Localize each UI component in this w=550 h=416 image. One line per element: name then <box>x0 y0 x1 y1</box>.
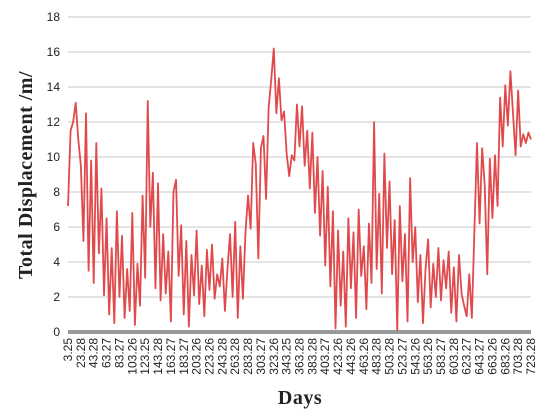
y-tick-label: 8 <box>53 185 60 199</box>
y-tick-label: 14 <box>47 80 61 94</box>
x-tick-label: 443.26 <box>344 338 358 375</box>
x-tick-label: 123.25 <box>138 338 152 375</box>
x-tick-label: 703.28 <box>511 338 525 375</box>
x-tick-label: 343.25 <box>280 338 294 375</box>
x-axis-title: Days <box>278 387 322 409</box>
x-tick-label: 323.26 <box>267 338 281 375</box>
x-tick-label: 223.26 <box>202 338 216 375</box>
x-tick-label: 423.26 <box>331 338 345 375</box>
x-tick-label: 43.28 <box>87 338 101 368</box>
x-tick-label: 723.28 <box>524 338 538 375</box>
y-tick-label: 2 <box>53 290 60 304</box>
x-tick-label: 183.27 <box>177 338 191 375</box>
x-tick-label: 683.26 <box>498 338 512 375</box>
x-tick-label: 203.26 <box>190 338 204 375</box>
y-tick-label: 18 <box>47 10 61 24</box>
x-tick-label: 523.27 <box>395 338 409 375</box>
x-tick-label: 283.28 <box>241 338 255 375</box>
x-tick-label: 463.26 <box>357 338 371 375</box>
data-line <box>67 47 532 332</box>
y-tick-label: 16 <box>47 45 61 59</box>
x-tick-label: 63.27 <box>100 338 114 368</box>
x-tick-label: 163.27 <box>164 338 178 375</box>
x-tick-label: 363.28 <box>293 338 307 375</box>
x-tick-label: 483.28 <box>370 338 384 375</box>
x-tick-label: 3.25 <box>61 338 75 362</box>
y-tick-label: 4 <box>53 255 60 269</box>
x-tick-label: 603.28 <box>447 338 461 375</box>
x-tick-label: 543.26 <box>408 338 422 375</box>
y-axis-title: Total Displacement /m/ <box>15 71 37 279</box>
x-tick-label: 563.26 <box>421 338 435 375</box>
x-tick-label: 643.27 <box>473 338 487 375</box>
y-tick-label: 0 <box>53 325 60 339</box>
x-tick-label: 103.26 <box>125 338 139 375</box>
x-tick-label: 503.28 <box>383 338 397 375</box>
x-tick-label: 303.27 <box>254 338 268 375</box>
x-tick-label: 143.28 <box>151 338 165 375</box>
x-tick-label: 383.28 <box>305 338 319 375</box>
x-tick-label: 663.26 <box>485 338 499 375</box>
x-tick-label: 83.27 <box>112 338 126 368</box>
y-tick-label: 12 <box>47 115 61 129</box>
x-tick-label: 243.28 <box>215 338 229 375</box>
y-tick-label: 6 <box>53 220 60 234</box>
x-tick-label: 263.28 <box>228 338 242 375</box>
x-tick-label: 23.28 <box>74 338 88 368</box>
x-tick-label: 583.27 <box>434 338 448 375</box>
x-tick-label: 623.27 <box>460 338 474 375</box>
x-tick-label: 403.27 <box>318 338 332 375</box>
y-tick-label: 10 <box>47 150 61 164</box>
